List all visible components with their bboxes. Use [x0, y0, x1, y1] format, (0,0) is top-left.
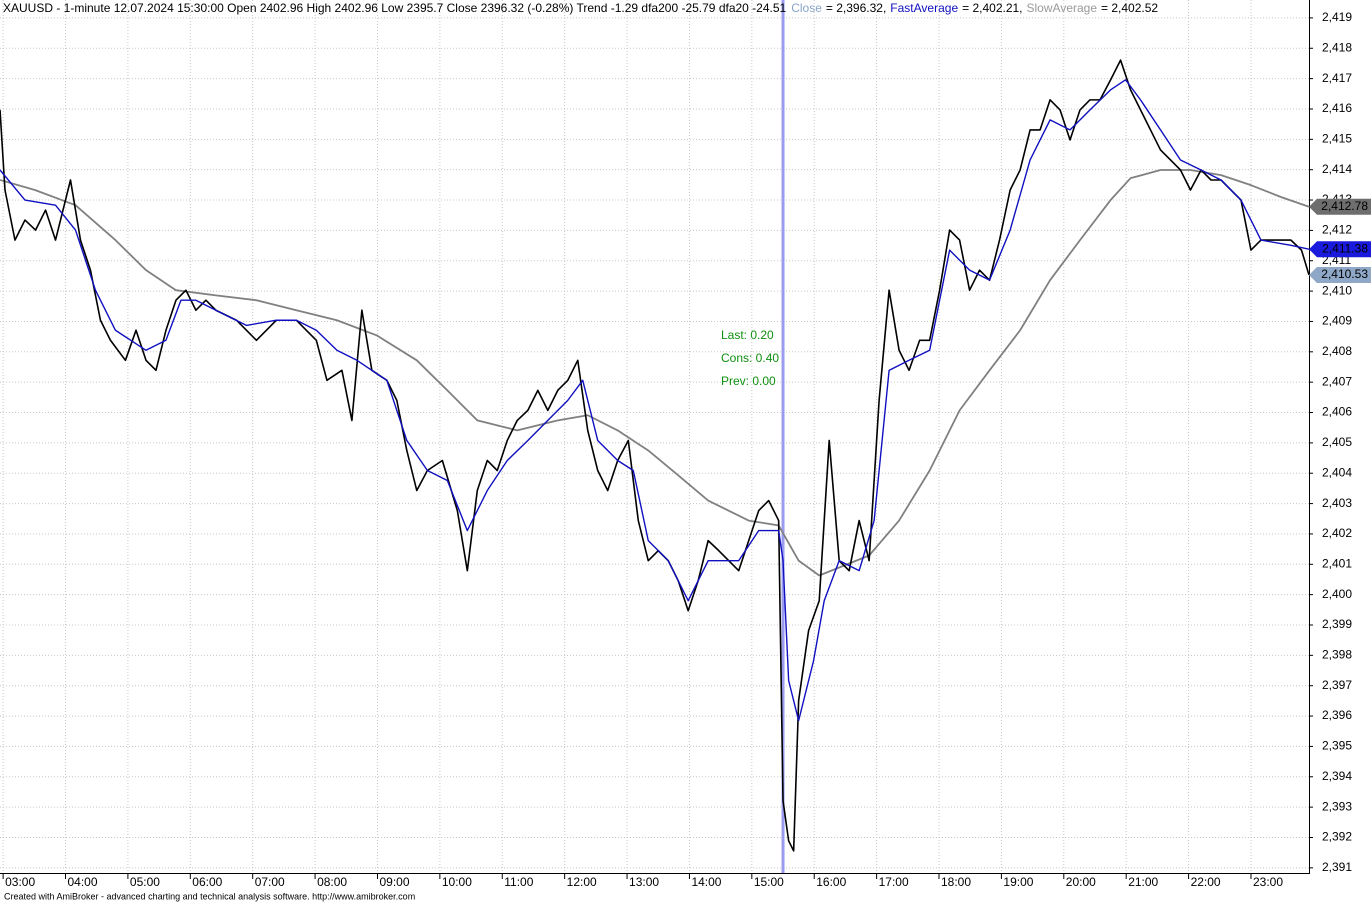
y-tick-label: 2,412 [1322, 223, 1352, 237]
chart-header: XAUUSD - 1-minute 12.07.2024 15:30:00 Op… [3, 1, 1158, 15]
x-tick-label: 07:00 [255, 875, 285, 889]
y-tick-label: 2,403 [1322, 496, 1352, 510]
y-tick-label: 2,402 [1322, 526, 1352, 540]
price-badge-label: 2,410.53 [1321, 267, 1368, 281]
y-tick-label: 2,394 [1322, 769, 1352, 783]
x-tick-label: 12:00 [567, 875, 597, 889]
series-line [0, 169, 1310, 577]
x-tick-label: 05:00 [130, 875, 160, 889]
x-tick-label: 23:00 [1253, 875, 1283, 889]
x-tick-label: 09:00 [379, 875, 409, 889]
chart-title: XAUUSD - 1-minute 12.07.2024 15:30:00 Op… [3, 1, 787, 15]
annotation: Cons: 0.40 [721, 351, 779, 365]
y-tick-label: 2,400 [1322, 587, 1352, 601]
x-tick-label: 19:00 [1003, 875, 1033, 889]
x-tick-label: 10:00 [442, 875, 472, 889]
x-tick-label: 13:00 [629, 875, 659, 889]
legend-entry: Close [791, 1, 822, 15]
x-tick-label: 22:00 [1191, 875, 1221, 889]
y-tick-label: 2,415 [1322, 131, 1352, 145]
x-tick-label: 15:00 [754, 875, 784, 889]
y-tick-label: 2,393 [1322, 799, 1352, 813]
y-tick-label: 2,401 [1322, 556, 1352, 570]
axes: 2,391 2,392 2,393 2,394 2,395 2,396 2,397 2,398… [2, 10, 1371, 889]
x-tick-label: 03:00 [5, 875, 35, 889]
legend-value: = 2,396.32, [826, 1, 886, 15]
footer: Created with AmiBroker - advanced charti… [4, 891, 415, 901]
y-tick-label: 2,404 [1322, 465, 1352, 479]
annotation: Prev: 0.00 [721, 374, 776, 388]
legend-value: = 2,402.52 [1101, 1, 1158, 15]
price-badge [1309, 267, 1371, 284]
legend-entry: FastAverage [890, 1, 958, 15]
x-tick-label: 11:00 [504, 875, 533, 889]
x-tick-label: 04:00 [68, 875, 98, 889]
legend-entry: SlowAverage [1027, 1, 1098, 15]
price-badge [1309, 241, 1371, 258]
y-tick-label: 2,419 [1322, 10, 1352, 24]
y-tick-label: 2,397 [1322, 678, 1352, 692]
y-tick-label: 2,409 [1322, 314, 1352, 328]
annotation: Last: 0.20 [721, 328, 774, 342]
y-tick-label: 2,399 [1322, 617, 1352, 631]
grid [0, 0, 1309, 873]
x-tick-label: 08:00 [317, 875, 347, 889]
legend-value: = 2,402.21, [962, 1, 1022, 15]
y-tick-label: 2,405 [1322, 435, 1352, 449]
price-badge-label: 2,412.78 [1321, 199, 1368, 213]
series-line [0, 79, 1310, 722]
y-tick-label: 2,395 [1322, 739, 1352, 753]
x-tick-label: 21:00 [1128, 875, 1158, 889]
plot [0, 0, 1310, 873]
y-tick-label: 2,398 [1322, 648, 1352, 662]
y-tick-label: 2,410 [1322, 283, 1352, 297]
y-tick-label: 2,406 [1322, 405, 1352, 419]
x-tick-label: 18:00 [941, 875, 971, 889]
y-tick-label: 2,418 [1322, 40, 1352, 54]
x-tick-label: 06:00 [192, 875, 222, 889]
price-badge [1309, 198, 1371, 215]
y-tick-label: 2,416 [1322, 101, 1352, 115]
y-tick-label: 2,408 [1322, 344, 1352, 358]
x-tick-label: 17:00 [879, 875, 909, 889]
price-badge-label: 2,411.38 [1322, 241, 1368, 255]
y-tick-label: 2,407 [1322, 374, 1352, 388]
x-tick-label: 20:00 [1066, 875, 1096, 889]
x-tick-label: 14:00 [691, 875, 721, 889]
y-tick-label: 2,396 [1322, 708, 1352, 722]
y-tick-label: 2,391 [1322, 860, 1352, 874]
y-tick-label: 2,392 [1322, 830, 1352, 844]
x-tick-label: 16:00 [816, 875, 846, 889]
y-tick-label: 2,417 [1322, 71, 1352, 85]
y-tick-label: 2,414 [1322, 162, 1352, 176]
